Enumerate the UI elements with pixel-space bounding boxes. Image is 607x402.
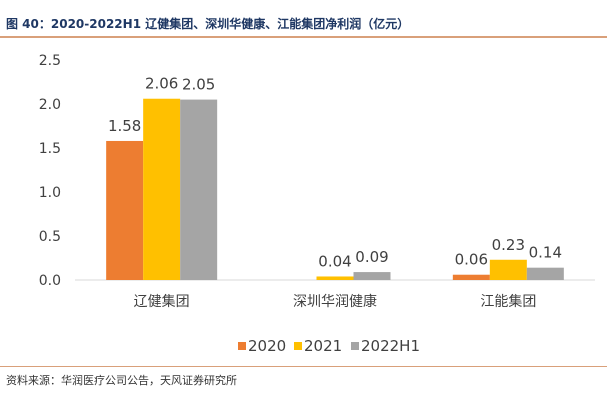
data-label: 0.04 [318,252,351,270]
source-rule [0,366,607,367]
y-tick-label: 0.5 [39,229,61,245]
legend-label: 2021 [304,337,342,355]
data-label: 2.06 [145,75,178,93]
y-tick-label: 1.0 [39,185,61,201]
y-tick-label: 1.5 [39,141,61,157]
bar-2022h1 [353,272,391,280]
bar-2021 [316,276,354,280]
bar-2022h1 [526,267,564,280]
data-label: 0.14 [529,244,562,262]
title-rule [0,36,607,38]
data-label: 2.05 [182,76,215,94]
bar-2021 [489,259,527,280]
category-label: 辽健集团 [134,293,190,310]
data-label: 0.06 [455,251,488,269]
category-label: 江能集团 [480,293,536,310]
category-labels: 辽健集团 深圳华润健康 江能集团 [134,293,537,310]
data-label: 0.23 [492,236,525,254]
y-tick-label: 2.5 [39,53,61,69]
legend-swatch-2021 [294,342,302,350]
y-axis-ticks: 0.0 0.5 1.0 1.5 2.0 2.5 [39,53,61,289]
legend-label: 2022H1 [361,337,420,355]
legend-swatch-2020 [238,342,246,350]
category-label: 深圳华润健康 [293,293,377,310]
data-label: 0.09 [355,248,388,266]
legend-label: 2020 [248,337,286,355]
data-labels: 1.58 2.06 2.05 0.04 0.09 0.060.23 0.14 [108,75,562,271]
figure-title: 图 40：2020-2022H1 辽健集团、深圳华健康、江能集团净利润（亿元） [6,17,410,31]
net-profit-bar-chart: 0.0 0.5 1.0 1.5 2.0 2.5 1.58 2.06 2.05 0.04 0.09 0… [39,53,595,355]
bars [106,98,564,280]
data-label: 1.58 [108,117,141,135]
legend: 2020 2021 2022H1 [238,337,420,355]
y-tick-label: 0.0 [39,273,61,289]
y-tick-label: 2.0 [39,97,61,113]
bar-2022h1 [180,99,218,280]
bar-2020 [106,140,144,280]
source-note: 资料来源：华润医疗公司公告，天风证券研究所 [6,374,237,387]
bar-2021 [143,98,181,280]
legend-swatch-2022h1 [351,342,359,350]
bar-2020 [452,274,490,280]
